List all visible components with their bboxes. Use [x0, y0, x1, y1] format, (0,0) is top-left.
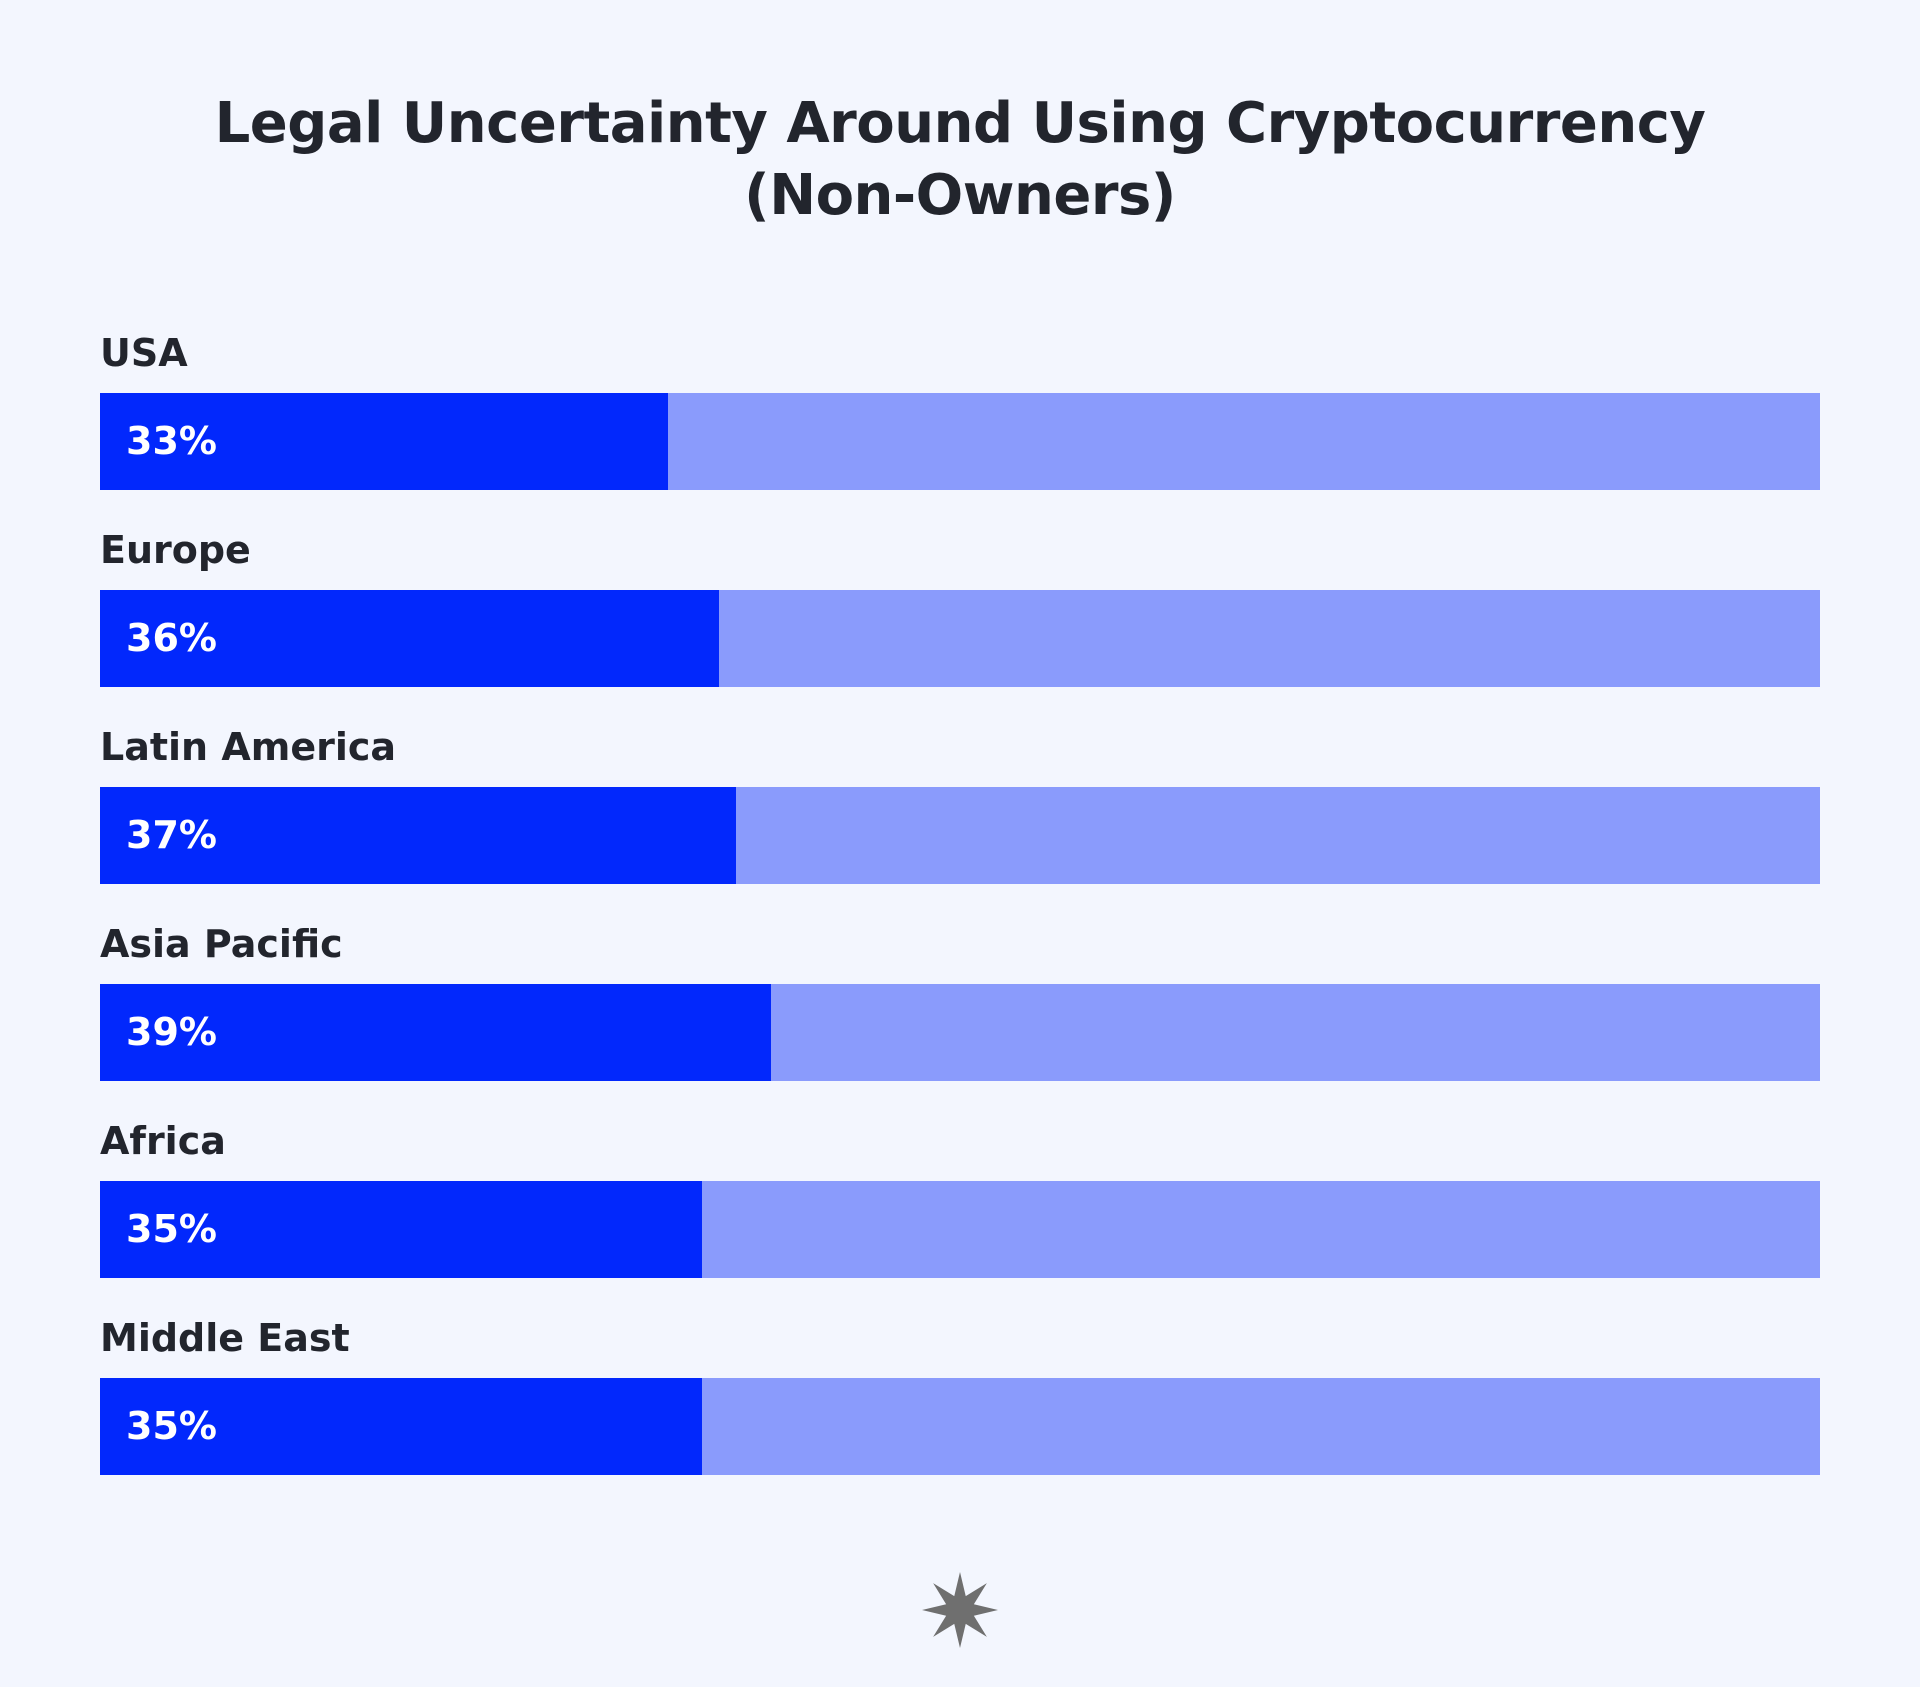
starburst-logo-icon — [922, 1572, 998, 1648]
category-label: Latin America — [100, 725, 397, 769]
category-label: USA — [100, 331, 188, 375]
bar — [100, 590, 719, 687]
bar — [100, 1378, 702, 1475]
category-label: Middle East — [100, 1316, 350, 1360]
bar — [100, 1181, 702, 1278]
bar-track: 35% — [100, 1181, 1820, 1278]
bar-row: Africa 35% — [100, 1118, 1820, 1308]
data-label: 36% — [126, 616, 217, 660]
chart-title: Legal Uncertainty Around Using Cryptocur… — [0, 88, 1920, 232]
bar-row: Latin America 37% — [100, 724, 1820, 914]
data-label: 39% — [126, 1010, 217, 1054]
bar-track: 35% — [100, 1378, 1820, 1475]
data-label: 37% — [126, 813, 217, 857]
bar-track: 39% — [100, 984, 1820, 1081]
bar-row: USA 33% — [100, 330, 1820, 520]
bar — [100, 393, 668, 490]
bar-row: Middle East 35% — [100, 1315, 1820, 1505]
bar-row: Asia Pacific 39% — [100, 921, 1820, 1111]
chart-title-line-2: (Non-Owners) — [744, 163, 1176, 228]
bar-track: 33% — [100, 393, 1820, 490]
data-label: 35% — [126, 1404, 217, 1448]
bar — [100, 787, 736, 884]
bar — [100, 984, 771, 1081]
bar-track: 36% — [100, 590, 1820, 687]
bar-row: Europe 36% — [100, 527, 1820, 717]
category-label: Asia Pacific — [100, 922, 343, 966]
data-label: 33% — [126, 419, 217, 463]
category-label: Europe — [100, 528, 251, 572]
bar-track: 37% — [100, 787, 1820, 884]
data-label: 35% — [126, 1207, 217, 1251]
category-label: Africa — [100, 1119, 226, 1163]
chart-title-line-1: Legal Uncertainty Around Using Cryptocur… — [214, 91, 1706, 156]
